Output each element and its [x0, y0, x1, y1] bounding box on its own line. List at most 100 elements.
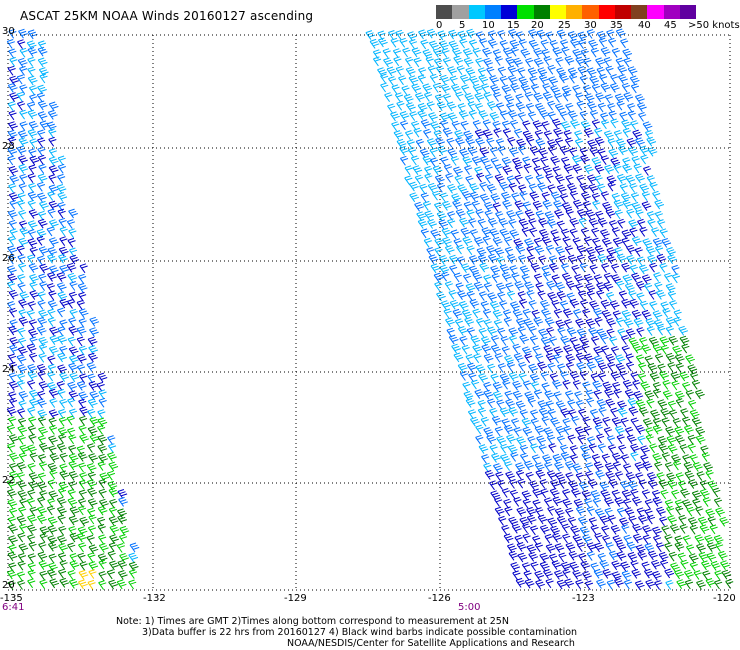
- wind-barb: [472, 344, 483, 355]
- wind-barb: [439, 74, 450, 85]
- wind-barb: [538, 228, 549, 239]
- wind-barb: [529, 75, 538, 86]
- wind-barb: [594, 542, 604, 553]
- wind-barb: [47, 109, 58, 120]
- wind-barb: [463, 130, 474, 141]
- wind-barb: [57, 291, 68, 302]
- wind-barb: [78, 318, 87, 328]
- wind-barb: [584, 462, 594, 473]
- wind-barb: [571, 488, 581, 498]
- wind-barb: [524, 91, 533, 102]
- wind-barb: [28, 472, 39, 482]
- wind-barb: [19, 109, 28, 120]
- wind-barb: [684, 579, 694, 590]
- wind-barb: [684, 470, 695, 481]
- wind-barb: [76, 532, 87, 543]
- wind-barb: [483, 462, 492, 473]
- wind-barb: [636, 507, 645, 518]
- wind-barb: [622, 157, 631, 167]
- wind-barb: [547, 218, 557, 229]
- latitude-label: 24: [2, 364, 15, 375]
- wind-barb: [48, 553, 57, 564]
- wind-barb: [16, 91, 25, 102]
- wind-barb: [448, 29, 458, 40]
- wind-barb: [585, 389, 594, 400]
- wind-barb: [56, 184, 67, 194]
- wind-barb: [672, 460, 682, 471]
- wind-barb: [523, 318, 534, 329]
- wind-barb: [514, 534, 523, 545]
- wind-barb: [472, 83, 483, 94]
- wind-barb: [661, 452, 670, 462]
- wind-barb: [590, 47, 599, 58]
- wind-barb: [665, 283, 676, 293]
- wind-barb: [524, 238, 534, 248]
- wind-barb: [489, 75, 499, 85]
- wind-barb: [37, 291, 46, 301]
- wind-barb: [483, 57, 493, 68]
- wind-barb: [720, 560, 730, 570]
- wind-barb: [88, 380, 99, 391]
- wind-barb: [440, 119, 449, 130]
- wind-barb: [489, 111, 500, 122]
- wind-barb: [37, 472, 46, 483]
- wind-barb: [29, 336, 38, 347]
- wind-barb: [29, 155, 40, 166]
- wind-barb: [17, 532, 26, 543]
- wind-barb: [18, 400, 27, 410]
- wind-barb: [617, 400, 627, 411]
- wind-barb: [391, 84, 400, 95]
- wind-barb: [369, 38, 380, 49]
- wind-barb: [449, 254, 459, 265]
- longitude-label: -123: [572, 593, 595, 604]
- wind-barb: [89, 316, 100, 327]
- wind-barb: [596, 433, 605, 444]
- wind-barb: [451, 47, 462, 58]
- wind-barb: [119, 525, 130, 536]
- wind-barb: [547, 64, 556, 75]
- wind-barb: [97, 443, 108, 454]
- wind-barb: [502, 309, 512, 320]
- wind-barb: [399, 145, 409, 156]
- wind-barb: [520, 83, 531, 93]
- wind-barb: [610, 263, 620, 274]
- wind-barb: [18, 309, 27, 319]
- wind-barb: [380, 73, 389, 84]
- wind-barb: [28, 541, 37, 552]
- wind-barb: [499, 110, 509, 121]
- wind-barb: [7, 129, 18, 140]
- wind-barb: [417, 74, 426, 85]
- wind-barb: [571, 416, 580, 426]
- wind-barb: [585, 397, 595, 408]
- wind-barb: [26, 497, 35, 508]
- wind-barb: [462, 48, 473, 58]
- wind-barb: [457, 184, 468, 194]
- wind-barb: [407, 147, 417, 157]
- wind-barb: [657, 399, 668, 409]
- wind-barb: [562, 418, 571, 428]
- wind-barb: [588, 39, 598, 50]
- wind-barb: [88, 561, 99, 571]
- wind-barb: [640, 381, 651, 392]
- wind-barb: [615, 57, 624, 68]
- wind-barb: [687, 434, 696, 445]
- wind-barb: [636, 327, 645, 337]
- wind-barb: [544, 461, 553, 472]
- wind-barb: [87, 336, 98, 347]
- legend-swatch: [631, 5, 648, 19]
- wind-barb: [512, 309, 523, 319]
- wind-barb: [67, 570, 76, 580]
- wind-barb: [534, 462, 545, 473]
- wind-barb: [446, 101, 457, 112]
- wind-barb: [625, 353, 634, 364]
- wind-barb: [409, 111, 418, 121]
- wind-barb: [27, 29, 38, 40]
- wind-barb: [420, 228, 429, 239]
- wind-barb: [19, 84, 28, 95]
- wind-barb: [658, 443, 669, 454]
- wind-barb: [629, 75, 640, 86]
- wind-barb: [565, 208, 574, 219]
- wind-barb: [492, 236, 503, 247]
- wind-barb: [48, 290, 57, 301]
- wind-barb: [654, 211, 663, 221]
